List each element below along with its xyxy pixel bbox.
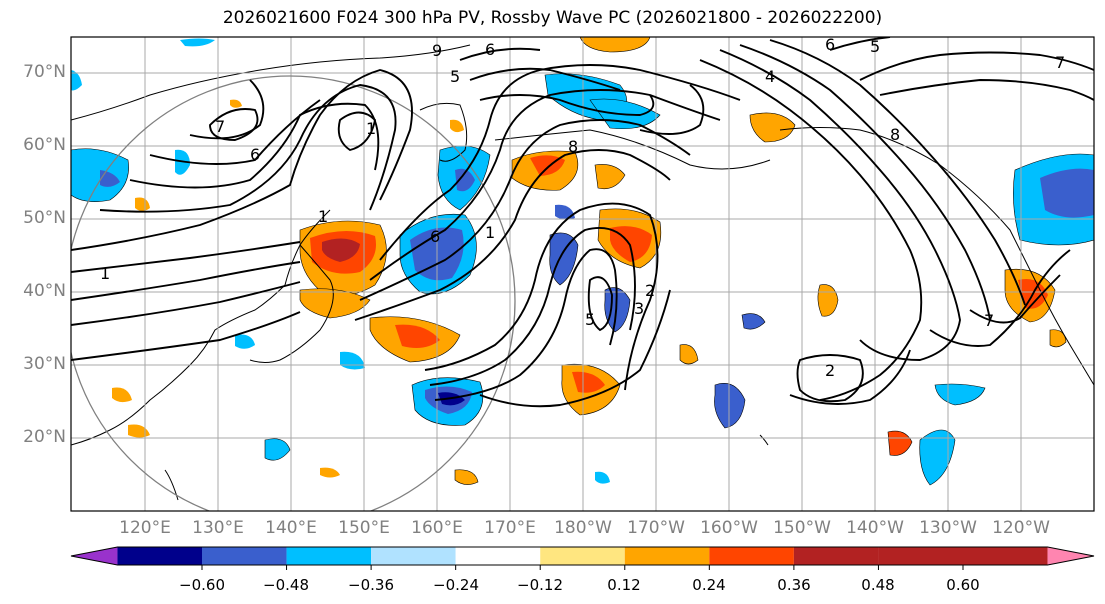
lat-label: 20°N — [23, 427, 66, 447]
map-title: 2026021600 F024 300 hPa PV, Rossby Wave … — [222, 8, 883, 28]
lon-label: 150°W — [773, 518, 831, 538]
contour-label: 1 — [485, 223, 495, 242]
colorbar-segment — [793, 547, 879, 565]
colorbar-tick-label: −0.60 — [179, 576, 225, 594]
colorbar-segment — [117, 547, 202, 565]
colorbar-outline — [70, 546, 1095, 566]
pv-anomaly-shading — [71, 37, 1094, 486]
lon-label: 170°W — [627, 518, 685, 538]
colorbar-extend-low — [71, 547, 118, 565]
colorbar-tick-label: 0.36 — [777, 576, 811, 594]
lon-label: 120°W — [992, 518, 1050, 538]
colorbar-segment — [202, 547, 287, 565]
pv-contours — [71, 37, 1094, 408]
colorbar — [70, 546, 1095, 570]
lon-label: 120°E — [119, 518, 171, 538]
colorbar-tick-label: 0.60 — [946, 576, 980, 594]
contour-label: 5 — [450, 67, 460, 86]
lon-label: 130°E — [192, 518, 244, 538]
colorbar-tick-label: 0.24 — [692, 576, 726, 594]
colorbar-tick-label: −0.12 — [517, 576, 563, 594]
plot-frame — [70, 36, 1095, 512]
colorbar-tick-label: −0.48 — [263, 576, 309, 594]
colorbar-segment — [709, 547, 794, 565]
contour-label: 2 — [825, 361, 835, 380]
colorbar-segment — [286, 547, 372, 565]
lon-label: 160°E — [411, 518, 463, 538]
contour-label: 4 — [765, 67, 775, 86]
graticule — [71, 37, 1094, 511]
colorbar-tick-label: −0.24 — [433, 576, 479, 594]
contour-label: 1 — [366, 119, 376, 138]
contour-label: 8 — [568, 137, 578, 156]
lon-label: 170°E — [484, 518, 536, 538]
colorbar-tick-label: 0.12 — [607, 576, 641, 594]
contour-label: 9 — [432, 41, 442, 60]
contour-labels: 1 1 1 1 2 2 3 4 5 5 5 6 6 6 6 7 7 7 8 8 … — [100, 35, 1065, 380]
lon-label: 140°W — [846, 518, 904, 538]
colorbar-tick-label: 0.48 — [861, 576, 895, 594]
lon-label: 160°W — [700, 518, 758, 538]
lon-label: 180°W — [554, 518, 612, 538]
lon-label: 150°E — [338, 518, 390, 538]
colorbar-tick-label: −0.36 — [348, 576, 394, 594]
contour-label: 1 — [318, 207, 328, 226]
contour-label: 1 — [100, 264, 110, 283]
colorbar-segment — [455, 547, 541, 565]
contour-label: 6 — [485, 40, 495, 59]
contour-label: 3 — [634, 299, 644, 318]
lon-label: 130°W — [919, 518, 977, 538]
colorbar-segment — [624, 547, 710, 565]
colorbar-segment — [540, 547, 625, 565]
contour-label: 5 — [585, 310, 595, 329]
lat-label: 70°N — [23, 62, 66, 82]
contour-label: 7 — [215, 117, 225, 136]
contour-label: 6 — [430, 227, 440, 246]
lat-label: 50°N — [23, 208, 66, 228]
colorbar-segment — [371, 547, 456, 565]
contour-label: 7 — [984, 311, 994, 330]
lat-label: 60°N — [23, 135, 66, 155]
lat-label: 40°N — [23, 281, 66, 301]
region-circle — [71, 75, 516, 511]
contour-label: 7 — [1055, 53, 1065, 72]
contour-label: 8 — [890, 125, 900, 144]
contour-label: 6 — [825, 35, 835, 54]
lon-label: 140°E — [265, 518, 317, 538]
contour-label: 2 — [645, 281, 655, 300]
colorbar-segment — [963, 547, 1048, 565]
colorbar-extend-high — [1047, 547, 1094, 565]
coastlines — [71, 44, 1094, 501]
contour-label: 6 — [250, 145, 260, 164]
colorbar-segment — [878, 547, 963, 565]
lat-label: 30°N — [23, 354, 66, 374]
contour-label: 5 — [870, 37, 880, 56]
